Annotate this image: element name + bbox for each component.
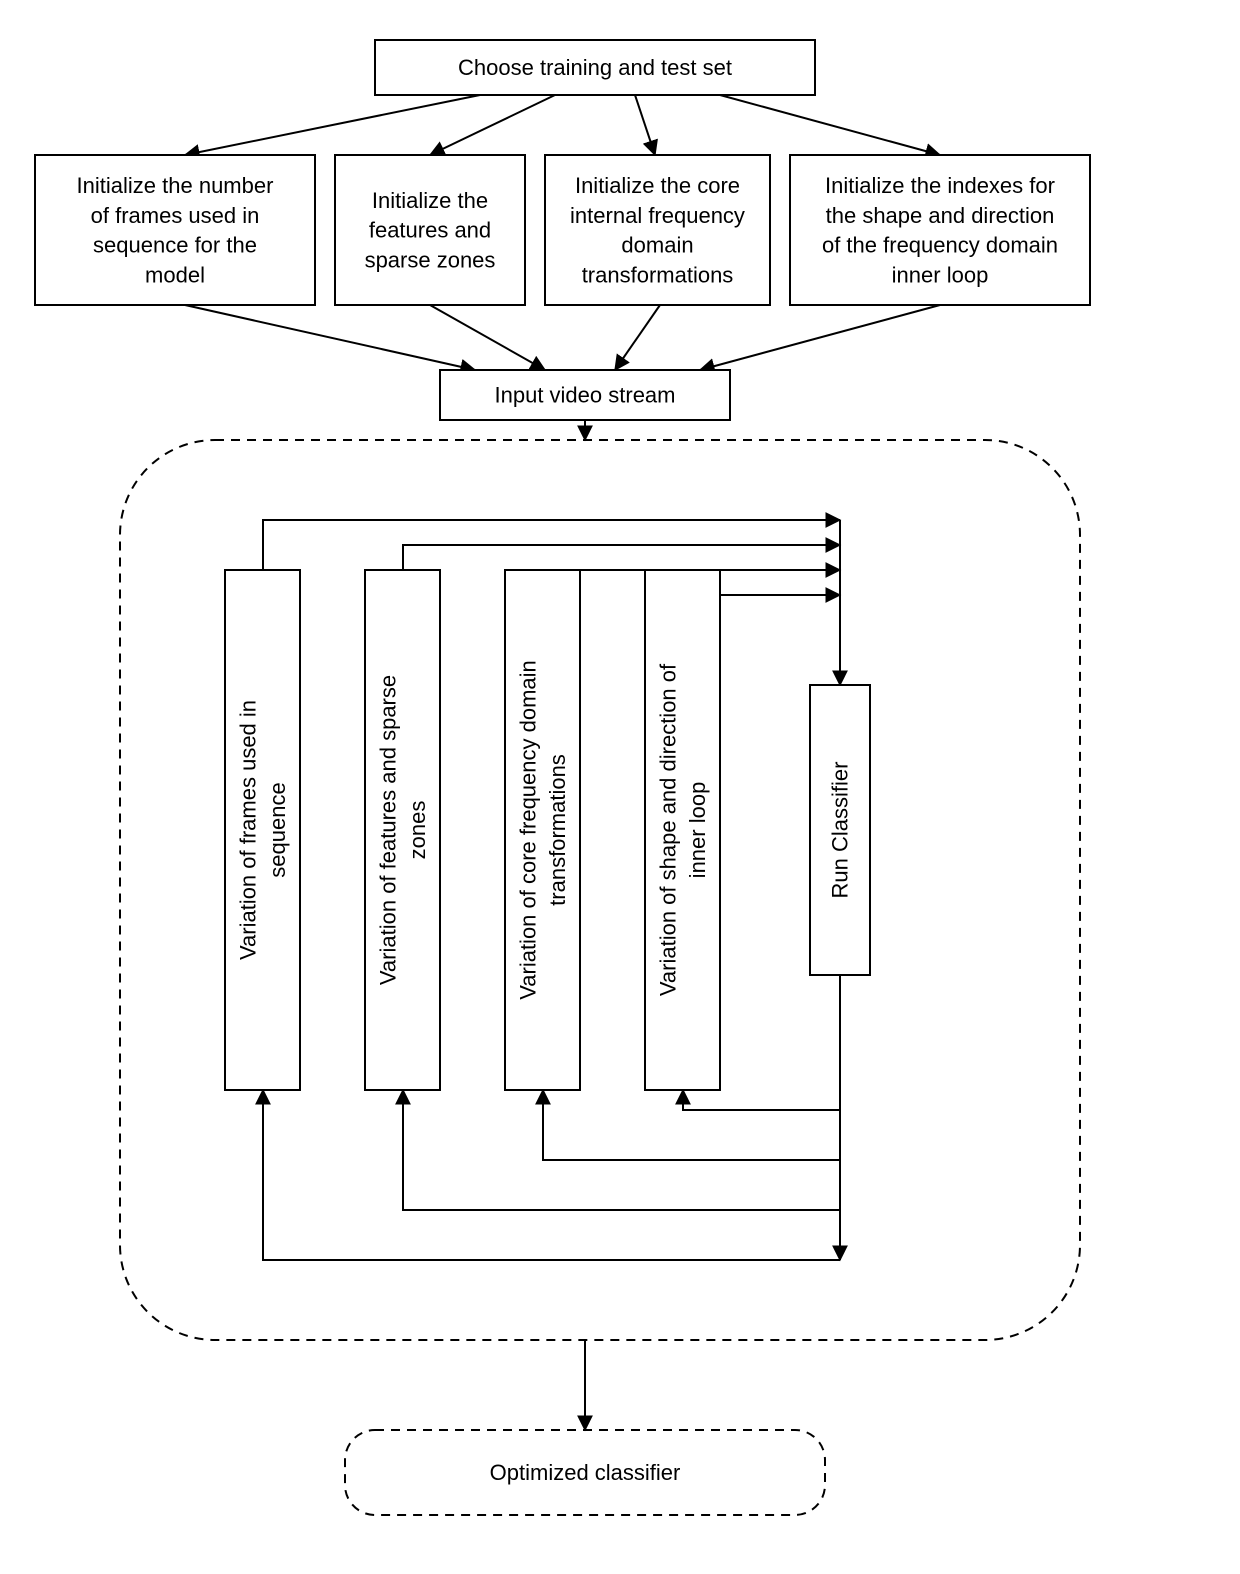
input_stream-label: Input video stream (495, 383, 676, 408)
init_frames-label: Initialize the number (77, 173, 274, 198)
init_core-label: internal frequency (570, 203, 745, 228)
edge (185, 95, 480, 155)
v_features-vlabel: Variation of features and sparse (375, 675, 400, 985)
init_frames-label: model (145, 262, 205, 287)
run_classifier-vlabel: Run Classifier (828, 762, 853, 899)
v_core-vlabel: transformations (545, 754, 570, 906)
v_frames-vlabel: Variation of frames used in (235, 700, 260, 960)
v_frames-vlabel: sequence (265, 782, 290, 877)
edge (635, 95, 655, 155)
v_core-vlabel: Variation of core frequency domain (515, 660, 540, 1000)
edge (430, 305, 545, 370)
edge (403, 545, 840, 570)
init_core-label: transformations (582, 262, 734, 287)
edge (615, 305, 660, 370)
edge (263, 1090, 840, 1260)
edge (403, 1090, 840, 1210)
init_indexes-label: Initialize the indexes for (825, 173, 1055, 198)
edge (543, 1090, 840, 1160)
edge (700, 305, 940, 370)
init_core-label: domain (621, 233, 693, 258)
choose-label: Choose training and test set (458, 55, 732, 80)
init_features-label: features and (369, 218, 491, 243)
optimized-label: Optimized classifier (490, 1460, 681, 1485)
edge (683, 1090, 840, 1110)
init_frames-label: of frames used in (91, 203, 260, 228)
init_features-label: Initialize the (372, 188, 488, 213)
init_indexes-label: of the frequency domain (822, 233, 1058, 258)
edge (430, 95, 555, 155)
edge (720, 95, 940, 155)
init_features-label: sparse zones (365, 247, 496, 272)
init_indexes-label: the shape and direction (826, 203, 1055, 228)
init_indexes-label: inner loop (892, 262, 989, 287)
v_features-vlabel: zones (405, 801, 430, 860)
run_classifier-vlabel-group: Run Classifier (828, 762, 853, 899)
edge (185, 305, 475, 370)
init_core-label: Initialize the core (575, 173, 740, 198)
init_frames-label: sequence for the (93, 233, 257, 258)
v_shape-vlabel: Variation of shape and direction of (655, 663, 680, 996)
v_shape-vlabel: inner loop (685, 782, 710, 879)
